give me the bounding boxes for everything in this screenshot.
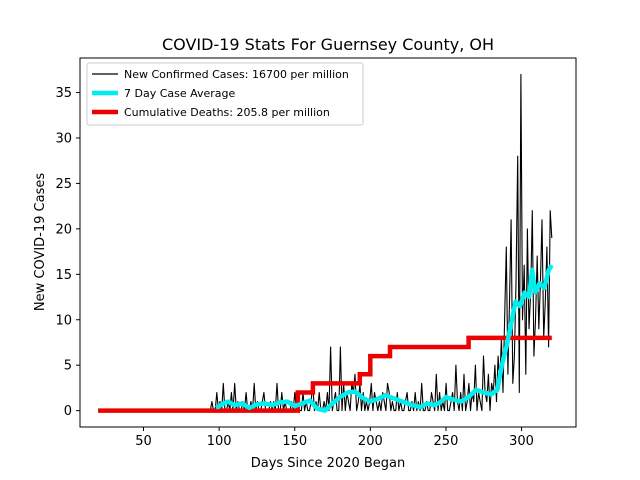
x-tick-label: 100 xyxy=(207,434,232,449)
y-tick-label: 30 xyxy=(55,131,72,146)
legend-entry: Cumulative Deaths: 205.8 per million xyxy=(124,106,330,119)
legend-entry: 7 Day Case Average xyxy=(124,87,236,100)
axes-frame xyxy=(79,57,577,428)
series-new-cases xyxy=(207,73,553,412)
series-7-day-average xyxy=(214,263,554,413)
x-tick-label: 200 xyxy=(358,434,383,449)
y-tick-label: 0 xyxy=(64,404,72,419)
legend: New Confirmed Cases: 16700 per million 7 … xyxy=(86,62,364,126)
y-axis-label: New COVID-19 Cases xyxy=(33,173,48,311)
series-layer xyxy=(98,73,554,413)
y-tick-label: 25 xyxy=(55,177,72,192)
legend-box xyxy=(86,62,364,126)
y-tick-label: 10 xyxy=(55,313,72,328)
x-tick-label: 50 xyxy=(135,434,152,449)
y-tick-label: 5 xyxy=(64,359,72,374)
y-tick-label: 20 xyxy=(55,222,72,237)
series-cumulative-deaths xyxy=(98,335,552,413)
axes: 50 100 150 200 250 300 0 5 10 15 20 25 30 35 xyxy=(55,57,577,449)
y-tick-label: 35 xyxy=(55,86,72,101)
x-tick-label: 250 xyxy=(434,434,459,449)
chart-title: COVID-19 Stats For Guernsey County, OH xyxy=(162,35,494,54)
y-tick-label: 15 xyxy=(55,268,72,283)
legend-entry: New Confirmed Cases: 16700 per million xyxy=(124,68,349,81)
x-tick-label: 300 xyxy=(509,434,534,449)
plot-area xyxy=(98,73,554,413)
x-tick-label: 150 xyxy=(282,434,307,449)
x-axis-label: Days Since 2020 Began xyxy=(251,456,406,471)
